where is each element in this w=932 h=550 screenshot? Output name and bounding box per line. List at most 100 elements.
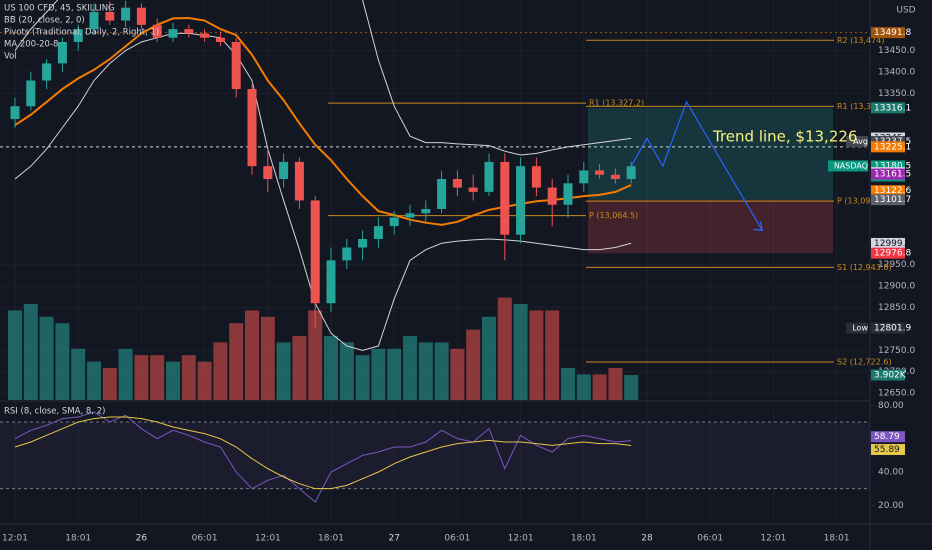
- target-zone: [588, 107, 833, 200]
- badge-tag: [846, 322, 868, 334]
- rsi-line: [14, 411, 632, 503]
- volume-bar: [292, 336, 307, 400]
- y-tick-label: 13350.0: [878, 89, 915, 99]
- price-badge-label: 12801.9: [874, 324, 911, 334]
- candle-body: [531, 166, 541, 188]
- volume-bar: [55, 323, 70, 400]
- price-badge-label: 13316.1: [874, 103, 911, 113]
- price-badge-label: 13225.1: [874, 142, 911, 152]
- candle-body: [310, 200, 320, 304]
- badge-tag-label: Avg: [853, 137, 868, 146]
- badge-tag: [828, 160, 868, 172]
- candle-body: [136, 7, 146, 25]
- candle-body: [294, 161, 304, 201]
- volume-bar: [245, 310, 259, 400]
- annotation: Trend line, $13,226: [712, 128, 857, 146]
- candle-body: [468, 187, 478, 192]
- price-badge-label: 12999.5: [874, 239, 911, 249]
- volume-badge: [871, 369, 905, 381]
- candle-body: [595, 170, 605, 175]
- x-tick-label: 06:01: [444, 534, 470, 544]
- y-tick-label: 12900.0: [878, 282, 915, 292]
- x-tick-label: 06:01: [697, 534, 723, 544]
- volume-bar: [23, 304, 38, 400]
- x-tick-label: 18:01: [824, 534, 850, 544]
- candle-body: [152, 24, 162, 38]
- volume-bar: [102, 368, 117, 400]
- volume-bar: [355, 355, 370, 400]
- price-badge-label: 13161.5: [874, 170, 911, 180]
- volume-bar: [576, 374, 591, 400]
- volume-bar: [450, 348, 465, 400]
- volume-bar: [371, 348, 386, 400]
- candle-body: [626, 166, 636, 180]
- rsi-badge: [871, 431, 905, 443]
- volume-bar: [482, 316, 496, 400]
- price-badge: [871, 160, 905, 172]
- candle-body: [215, 37, 225, 42]
- candle-body: [10, 106, 20, 120]
- candle-body: [247, 89, 257, 167]
- price-badge: [871, 247, 905, 259]
- x-tick-label: 12:01: [2, 534, 28, 544]
- rsi-badge-label: 58.79: [874, 432, 900, 442]
- candle-body: [516, 166, 526, 235]
- price-badge-label: 13491.8: [874, 28, 911, 38]
- volume-bar: [229, 323, 244, 400]
- y-tick-label: 12850.0: [878, 303, 915, 313]
- volume-bar: [592, 374, 607, 400]
- rsi-band: [0, 422, 870, 489]
- y-tick-label: 13400.0: [878, 67, 915, 77]
- plot: 12:01 18:01 26 06:01 12:01 18:01 27 06:01 12:01 1…: [0, 0, 915, 544]
- pivot-label: S1 (12,943.8): [837, 263, 892, 272]
- rsi-tick-label: 20.00: [878, 501, 904, 511]
- volume-bar: [434, 342, 449, 400]
- price-badge-label: 13122.6: [874, 186, 911, 196]
- candle-body: [168, 29, 178, 38]
- candle-body: [373, 226, 383, 239]
- candle-body: [610, 174, 620, 180]
- y-tick-label: 12650.0: [878, 389, 915, 399]
- volume-bar: [624, 375, 639, 400]
- legend-item: BB (20, close, 2, 0): [4, 16, 85, 26]
- candle-body: [579, 170, 589, 184]
- badge-tag-label: NASDAQ: [834, 161, 868, 170]
- candle-body: [563, 183, 573, 205]
- x-tick-label: 12:01: [255, 534, 281, 544]
- volume-bar: [387, 348, 402, 400]
- x-tick-label: 18:01: [65, 534, 91, 544]
- volume-bar: [276, 342, 291, 400]
- candle-body: [279, 161, 289, 180]
- candle-body: [57, 41, 67, 64]
- candle-body: [342, 247, 352, 261]
- rsi-badge-label: 55.89: [874, 445, 900, 455]
- candle-body: [73, 29, 83, 42]
- price-badge-label: 13180.5: [874, 161, 911, 171]
- pivot-label: P (13,098.3): [837, 197, 886, 206]
- rsi-badge: [871, 444, 905, 456]
- volume-bar: [71, 348, 86, 400]
- volume-bar: [166, 361, 180, 400]
- candle-body: [358, 238, 368, 248]
- volume-bar: [545, 310, 560, 400]
- volume-bar: [39, 316, 54, 400]
- indicator-line: [14, 16, 632, 226]
- volume-bar: [308, 310, 323, 400]
- volume-bar: [134, 355, 149, 400]
- volume-bar: [418, 342, 433, 400]
- badge-tag: [846, 136, 868, 148]
- currency: USD: [896, 6, 915, 16]
- candle-body: [231, 41, 241, 90]
- candle-body: [26, 80, 36, 107]
- price-badge-label: 12976.8: [874, 249, 911, 259]
- volume-bar: [8, 310, 22, 400]
- candle-body: [326, 260, 336, 304]
- volume-bar: [87, 361, 101, 400]
- volume-bar: [150, 355, 165, 400]
- pivot-label: R2 (13,474): [837, 36, 884, 45]
- projection-line: [630, 100, 763, 231]
- candle-body: [437, 179, 447, 209]
- rsi-line: [14, 416, 632, 490]
- pivot-label: R1 (13,319.5): [837, 102, 892, 111]
